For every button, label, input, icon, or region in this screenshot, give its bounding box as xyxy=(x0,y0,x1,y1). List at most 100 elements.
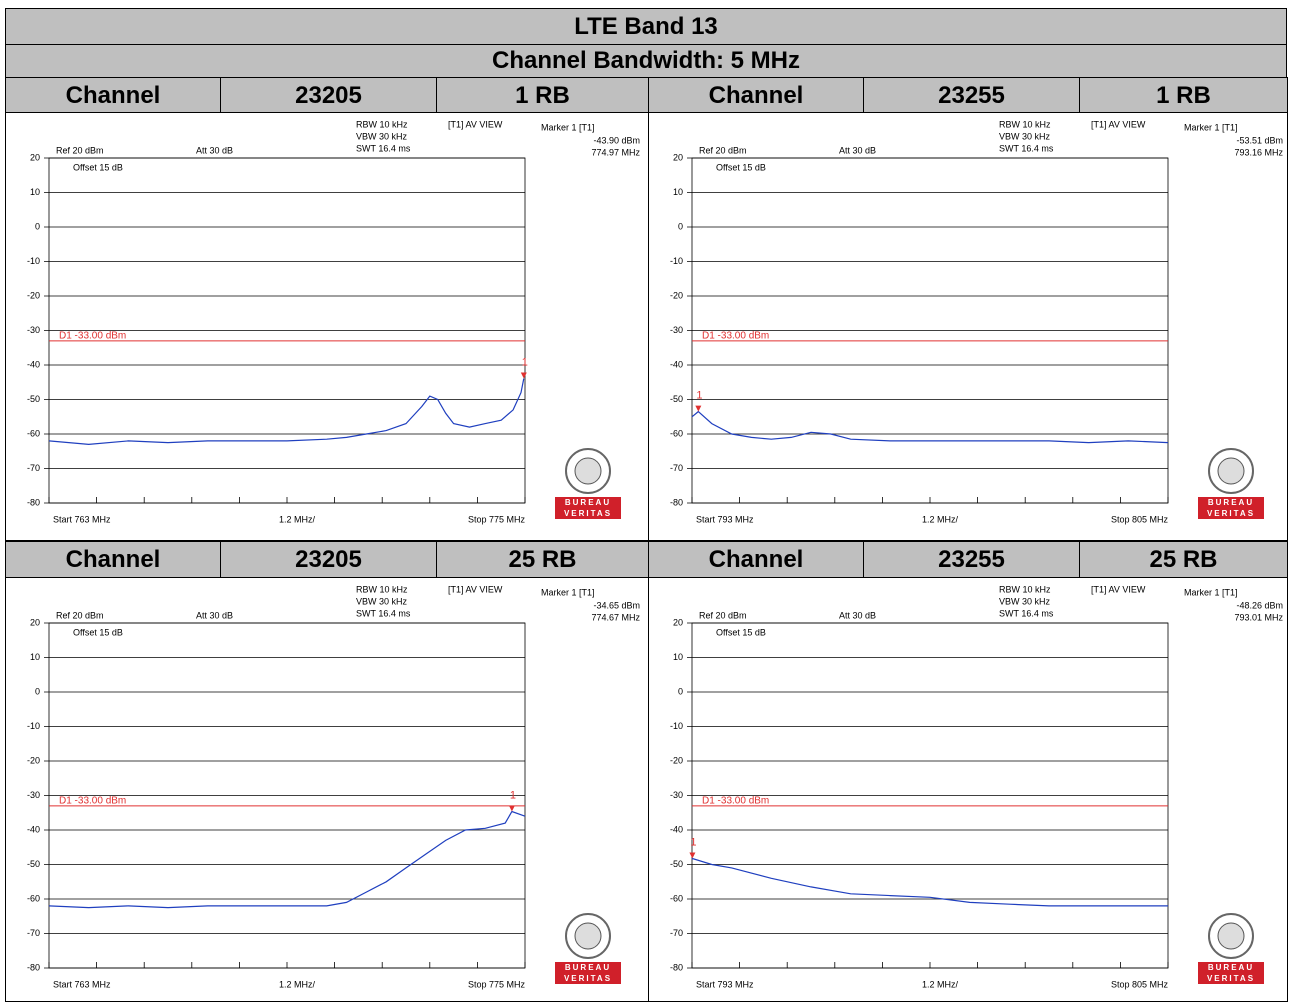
ref-level: Ref 20 dBm xyxy=(56,610,104,620)
title-cell: LTE Band 13 xyxy=(5,8,1287,45)
logo-band xyxy=(1198,497,1264,519)
logo-band xyxy=(555,962,621,984)
y-tick-label: -40 xyxy=(670,359,683,369)
trace-mode: [T1] AV VIEW xyxy=(1091,584,1146,594)
y-tick-label: 20 xyxy=(30,152,40,162)
attenuation: Att 30 dB xyxy=(839,610,876,620)
logo-text: BUREAU xyxy=(1208,963,1254,972)
spectrum-plot: RBW 10 kHz VBW 30 kHz SWT 16.4 ms [T1] AV V… xyxy=(27,584,641,989)
logo-band xyxy=(555,497,621,519)
header-cell: Channel xyxy=(5,77,221,114)
limit-label: D1 -33.00 dBm xyxy=(59,330,126,341)
marker-freq: 793.01 MHz xyxy=(1234,612,1283,622)
spectrum-plot: RBW 10 kHz VBW 30 kHz SWT 16.4 ms [T1] AV V… xyxy=(27,119,641,524)
offset: Offset 15 dB xyxy=(716,162,766,172)
marker-level: -53.51 dBm xyxy=(1236,135,1283,145)
header-cell: 1 RB xyxy=(1079,77,1288,114)
subtitle-cell: Channel Bandwidth: 5 MHz xyxy=(5,44,1287,78)
logo-band xyxy=(1198,962,1264,984)
start-freq: Start 763 MHz xyxy=(53,514,111,524)
y-tick-label: -30 xyxy=(670,790,683,800)
y-tick-label: 20 xyxy=(30,617,40,627)
y-tick-label: 0 xyxy=(678,221,683,231)
header-cell: 23255 xyxy=(863,77,1080,114)
plot-panel: RBW 10 kHz VBW 30 kHz SWT 16.4 ms [T1] AV V… xyxy=(5,112,649,541)
logo-text: VERITAS xyxy=(564,509,612,518)
plot-panel: RBW 10 kHz VBW 30 kHz SWT 16.4 ms [T1] AV V… xyxy=(648,577,1288,1002)
header-cell: 25 RB xyxy=(1079,541,1288,578)
header-cell: 25 RB xyxy=(436,541,649,578)
spectrum-plot: RBW 10 kHz VBW 30 kHz SWT 16.4 ms [T1] AV V… xyxy=(670,584,1284,989)
y-tick-label: -20 xyxy=(27,290,40,300)
logo-text: BUREAU xyxy=(1208,498,1254,507)
span-per-div: 1.2 MHz/ xyxy=(922,514,959,524)
offset: Offset 15 dB xyxy=(73,162,123,172)
attenuation: Att 30 dB xyxy=(196,145,233,155)
trace-mode: [T1] AV VIEW xyxy=(448,119,503,129)
logo-text: VERITAS xyxy=(1207,509,1255,518)
y-tick-label: -80 xyxy=(670,962,683,972)
marker xyxy=(689,852,696,859)
limit-label: D1 -33.00 dBm xyxy=(59,795,126,806)
header-cell: 1 RB xyxy=(436,77,649,114)
start-freq: Start 763 MHz xyxy=(53,979,111,989)
rbw: RBW 10 kHz xyxy=(999,119,1051,129)
marker-label: 1 xyxy=(696,390,702,402)
y-tick-label: -60 xyxy=(670,893,683,903)
marker-title: Marker 1 [T1] xyxy=(1184,587,1238,597)
marker-level: -43.90 dBm xyxy=(593,135,640,145)
stop-freq: Stop 775 MHz xyxy=(468,514,526,524)
trace xyxy=(691,857,1168,907)
plot-panel: RBW 10 kHz VBW 30 kHz SWT 16.4 ms [T1] AV V… xyxy=(648,112,1288,541)
y-tick-label: 10 xyxy=(673,652,683,662)
attenuation: Att 30 dB xyxy=(839,145,876,155)
y-tick-label: -50 xyxy=(670,859,683,869)
trace xyxy=(48,378,525,446)
swt: SWT 16.4 ms xyxy=(999,143,1054,153)
y-tick-label: -50 xyxy=(27,859,40,869)
ref-level: Ref 20 dBm xyxy=(699,610,747,620)
ref-level: Ref 20 dBm xyxy=(56,145,104,155)
stop-freq: Stop 805 MHz xyxy=(1111,514,1169,524)
plot-frame xyxy=(48,622,526,969)
y-tick-label: 10 xyxy=(30,187,40,197)
y-tick-label: -10 xyxy=(27,256,40,266)
marker-freq: 774.97 MHz xyxy=(591,147,640,157)
stop-freq: Stop 775 MHz xyxy=(468,979,526,989)
marker-label: 1 xyxy=(510,789,516,801)
header-cell: Channel xyxy=(5,541,221,578)
header-cell: Channel xyxy=(648,77,864,114)
y-tick-label: -30 xyxy=(670,325,683,335)
marker-title: Marker 1 [T1] xyxy=(541,587,595,597)
y-tick-label: -10 xyxy=(670,721,683,731)
offset: Offset 15 dB xyxy=(73,627,123,637)
marker-level: -34.65 dBm xyxy=(593,600,640,610)
y-tick-label: 0 xyxy=(35,221,40,231)
swt: SWT 16.4 ms xyxy=(356,143,411,153)
logo-inner xyxy=(1217,922,1245,950)
y-tick-label: -20 xyxy=(670,290,683,300)
rbw: RBW 10 kHz xyxy=(999,584,1051,594)
y-tick-label: -70 xyxy=(27,928,40,938)
marker-level: -48.26 dBm xyxy=(1236,600,1283,610)
y-tick-label: -60 xyxy=(27,428,40,438)
logo-inner xyxy=(574,922,602,950)
trace xyxy=(691,410,1169,444)
spectrum-plot: RBW 10 kHz VBW 30 kHz SWT 16.4 ms [T1] AV V… xyxy=(670,119,1284,524)
y-tick-label: 0 xyxy=(678,686,683,696)
span-per-div: 1.2 MHz/ xyxy=(279,979,316,989)
y-tick-label: -30 xyxy=(27,790,40,800)
marker-freq: 793.16 MHz xyxy=(1234,147,1283,157)
ref-level: Ref 20 dBm xyxy=(699,145,747,155)
plot-panel: RBW 10 kHz VBW 30 kHz SWT 16.4 ms [T1] AV V… xyxy=(5,577,649,1002)
limit-label: D1 -33.00 dBm xyxy=(702,330,769,341)
trace-mode: [T1] AV VIEW xyxy=(448,584,503,594)
logo-text: VERITAS xyxy=(564,974,612,983)
y-tick-label: -60 xyxy=(27,893,40,903)
plot-frame xyxy=(48,157,526,504)
trace xyxy=(48,810,526,909)
swt: SWT 16.4 ms xyxy=(356,608,411,618)
logo-text: VERITAS xyxy=(1207,974,1255,983)
vbw: VBW 30 kHz xyxy=(999,131,1051,141)
